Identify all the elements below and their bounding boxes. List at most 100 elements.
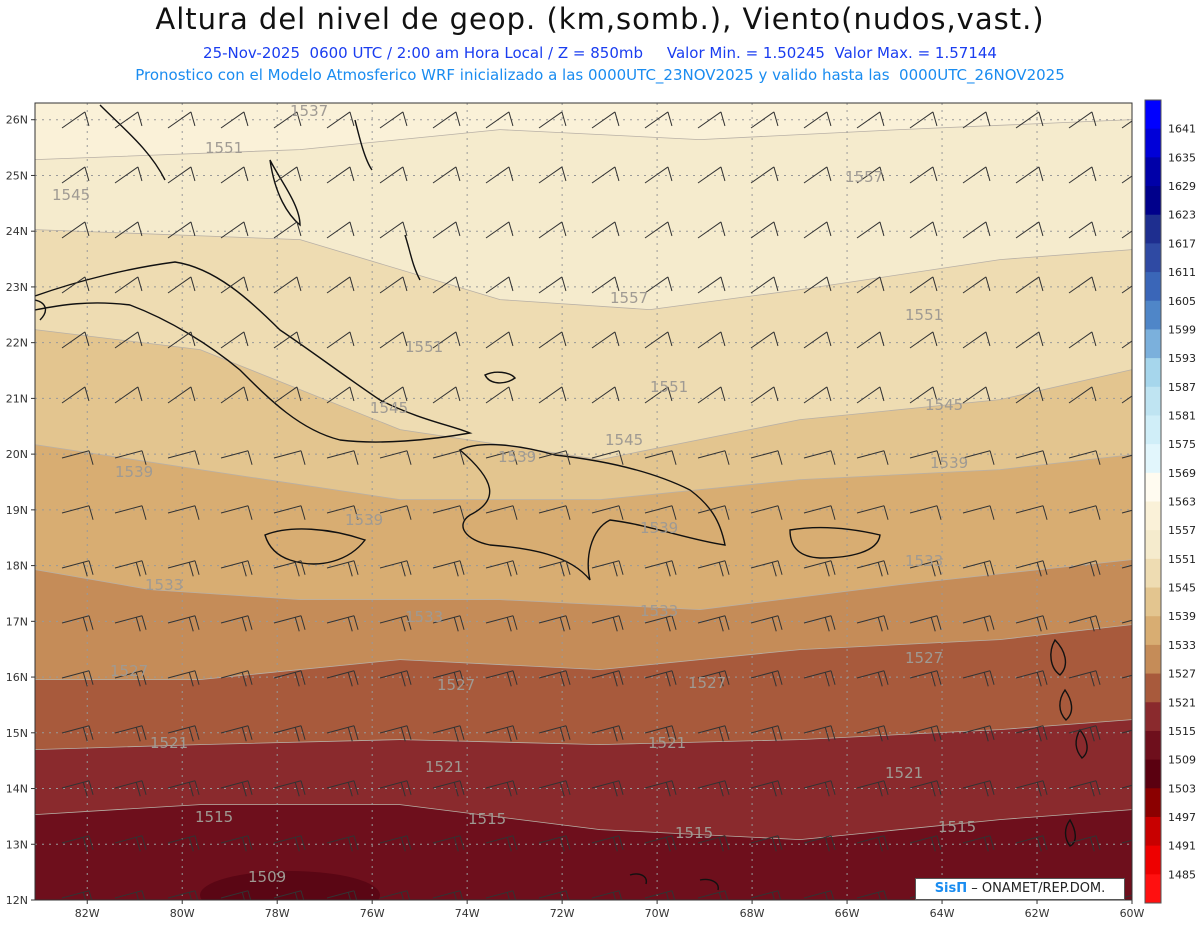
wind-barb-feather [830, 505, 836, 520]
wind-barb-feather [84, 331, 90, 347]
wind-barb-feather [879, 111, 885, 127]
wind-barb-feather [241, 727, 247, 742]
colorbar-label: 1635 [1168, 151, 1196, 164]
wind-barb-staff [538, 560, 567, 569]
wind-barb-feather [983, 672, 989, 687]
wind-barb-feather [883, 725, 889, 740]
wind-barb-feather [1042, 450, 1048, 465]
lon-tick-label: 74W [455, 907, 480, 920]
wind-barb-feather [135, 562, 141, 577]
wind-barb-feather [718, 837, 724, 852]
wind-barb-feather [88, 835, 94, 850]
wind-barb-staff [591, 450, 620, 459]
contour-label: 1539 [345, 511, 383, 529]
sispi-logo-text: SisΠ [934, 881, 968, 896]
credit-box: SisΠ – ONAMET/REP.DOM. [915, 878, 1125, 900]
wind-barb-feather [194, 670, 200, 685]
wind-barb-feather [137, 331, 143, 347]
wind-barb-feather [883, 670, 889, 685]
wind-barb-feather [512, 560, 518, 575]
wind-barb-staff [61, 670, 90, 679]
wind-barb-feather [512, 890, 517, 900]
wind-barb-feather [406, 780, 412, 795]
wind-barb-staff [1015, 111, 1040, 129]
wind-barb-feather [1038, 166, 1044, 182]
wind-barb-feather [718, 892, 722, 900]
wind-barb-feather [618, 560, 624, 575]
wind-barb-feather [879, 221, 885, 237]
wind-barb-staff [962, 615, 991, 624]
wind-barb-feather [1095, 615, 1101, 630]
wind-barb-staff [1068, 615, 1097, 624]
wind-barb-staff [114, 505, 143, 514]
wind-barb-feather [247, 835, 253, 850]
wind-barb-staff [803, 505, 832, 514]
wind-barb-staff [220, 505, 249, 514]
wind-barb-feather [883, 835, 889, 850]
wind-barb-feather [879, 386, 885, 402]
wind-barb-feather [84, 386, 90, 402]
wind-barb-staff [697, 331, 722, 349]
colorbar-label: 1545 [1168, 582, 1196, 595]
wind-barb-staff [273, 615, 302, 624]
wind-barb-feather [294, 892, 298, 900]
aruba-coast [629, 873, 647, 885]
wind-barb-staff [962, 725, 991, 734]
wind-barb-staff [1121, 619, 1132, 624]
wind-barb-staff [962, 560, 991, 569]
wind-barb-feather [400, 837, 406, 852]
graticule [35, 103, 1132, 900]
wind-barb-feather [667, 276, 673, 292]
wind-barb-feather [141, 890, 146, 900]
contour-label: 1521 [648, 734, 686, 752]
wind-barb-staff [1068, 221, 1093, 239]
wind-barb-feather [773, 166, 779, 182]
lat-tick-label: 15N [6, 727, 28, 740]
wind-barb-feather [194, 615, 200, 630]
wind-barb-staff [803, 450, 832, 459]
wind-barb-feather [82, 672, 88, 687]
wind-barb-feather [830, 450, 836, 465]
wind-barb-feather [137, 276, 143, 292]
wind-barb-staff [485, 505, 514, 514]
contour-label: 1551 [405, 338, 443, 356]
wind-barb-staff [697, 166, 722, 184]
colorbar-swatch [1145, 501, 1161, 531]
wind-barb-feather [506, 892, 510, 900]
wind-barb-staff [379, 670, 408, 679]
wind-barb-feather [453, 562, 459, 577]
wind-barb-staff [962, 331, 987, 349]
wind-barb-staff [1015, 331, 1040, 349]
wind-barb-staff [803, 780, 832, 789]
wind-barb-staff [326, 615, 355, 624]
wind-barb-staff [750, 331, 775, 349]
wind-barb-feather [294, 837, 300, 852]
colorbar-label: 1551 [1168, 553, 1196, 566]
wind-barb-feather [194, 835, 200, 850]
wind-barb-feather [826, 276, 832, 292]
contour-label: 1551 [905, 306, 943, 324]
wind-barb-staff [1121, 674, 1132, 679]
wind-barb-feather [349, 386, 355, 402]
wind-barb-feather [1042, 670, 1048, 685]
wind-barb-staff [1121, 509, 1132, 514]
wind-barb-feather [400, 562, 406, 577]
wind-barb-staff [114, 615, 143, 624]
wind-barb-feather [247, 780, 253, 795]
wind-barb-feather [718, 672, 724, 687]
wind-barb-feather [877, 782, 883, 797]
wind-barb-staff [803, 111, 828, 129]
wind-barb-feather [512, 670, 518, 685]
wind-barb-feather [347, 727, 353, 742]
wind-barb-feather [512, 725, 518, 740]
wind-barb-staff [61, 780, 90, 789]
wind-barb-staff [220, 450, 249, 459]
lat-tick-label: 14N [6, 783, 28, 796]
wind-barb-staff [644, 670, 673, 679]
wind-barb-feather [667, 221, 673, 237]
wind-barb-staff [856, 166, 881, 184]
wind-barb-staff [909, 835, 938, 844]
wind-barb-feather [983, 782, 989, 797]
lat-tick-label: 21N [6, 392, 28, 405]
wind-barb-staff [273, 835, 302, 844]
